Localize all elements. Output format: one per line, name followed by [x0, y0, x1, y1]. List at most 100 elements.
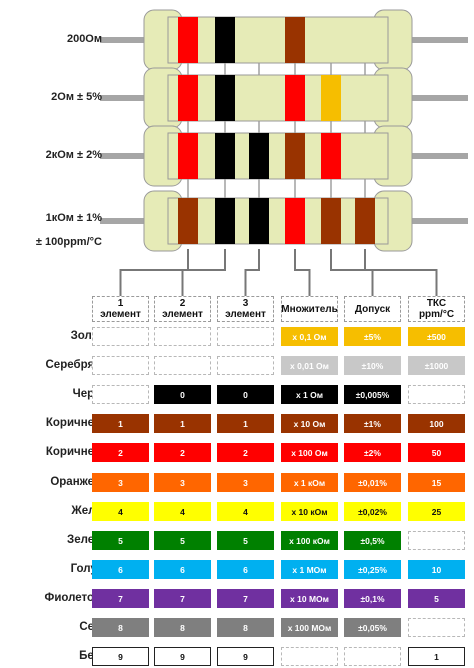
color-swatch-yellow: 4 — [154, 502, 211, 521]
band-red — [178, 17, 198, 63]
column-header-line: Допуск — [354, 303, 391, 315]
color-swatch-gray: 8 — [154, 618, 211, 637]
column-header-line: элемент — [225, 309, 266, 320]
color-swatch-violet: 5 — [408, 589, 465, 608]
band-brown — [355, 198, 375, 244]
connector-line-6 — [364, 249, 438, 296]
column-header-line: ppm/°C — [418, 309, 455, 320]
column-header-line: 1 — [117, 298, 124, 309]
color-swatch-black: 0 — [154, 385, 211, 404]
band-red — [285, 198, 305, 244]
color-swatch-silver: ±1000 — [408, 356, 465, 375]
color-swatch-red: 2 — [217, 443, 274, 462]
lead-left — [100, 153, 152, 159]
color-swatch-green: 5 — [217, 531, 274, 550]
color-swatch-green: 5 — [92, 531, 149, 550]
column-header-1: 1 элемент — [92, 296, 149, 322]
resistor-body — [167, 74, 389, 122]
color-swatch-red: ±2% — [344, 443, 401, 462]
color-swatch-silver: x 0,01 Ом — [281, 356, 338, 375]
color-swatch-orange: 15 — [408, 473, 465, 492]
color-swatch-red: 2 — [154, 443, 211, 462]
color-swatch-green: x 100 кОм — [281, 531, 338, 550]
lead-left — [100, 95, 152, 101]
color-swatch-brown: ±1% — [344, 414, 401, 433]
connector-line-4 — [294, 249, 311, 296]
color-swatch-blue: 6 — [154, 560, 211, 579]
empty-cell — [408, 531, 465, 550]
band-black — [249, 133, 269, 179]
color-swatch-yellow: 4 — [217, 502, 274, 521]
color-swatch-gray: x 100 МОм — [281, 618, 338, 637]
color-swatch-blue: 6 — [92, 560, 149, 579]
color-swatch-brown: 1 — [217, 414, 274, 433]
color-swatch-yellow: x 10 кОм — [281, 502, 338, 521]
resistor-label-1: 200Ом — [0, 32, 102, 46]
empty-cell — [408, 385, 465, 404]
color-swatch-white: 9 — [217, 647, 274, 666]
color-swatch-violet: x 10 МОм — [281, 589, 338, 608]
resistor-label-line: 2Ом ± 5% — [51, 91, 102, 103]
color-swatch-white: 9 — [92, 647, 149, 666]
color-swatch-violet: 7 — [92, 589, 149, 608]
color-swatch-blue: ±0,25% — [344, 560, 401, 579]
band-red — [285, 75, 305, 121]
column-header-4: Множитель — [281, 296, 338, 322]
connector-line-3 — [244, 249, 260, 296]
color-swatch-orange: 3 — [154, 473, 211, 492]
empty-cell — [154, 356, 211, 375]
empty-cell — [217, 327, 274, 346]
resistor-label-line: ± 100ppm/°C — [35, 236, 102, 248]
resistor-body — [167, 132, 389, 180]
empty-cell — [344, 647, 401, 666]
band-brown — [178, 198, 198, 244]
column-header-line: 3 — [242, 298, 249, 309]
band-black — [215, 75, 235, 121]
band-red — [321, 133, 341, 179]
color-swatch-yellow: 4 — [92, 502, 149, 521]
color-swatch-blue: x 1 МОм — [281, 560, 338, 579]
color-swatch-violet: 7 — [154, 589, 211, 608]
lead-left — [100, 37, 152, 43]
resistor-label-line: 200Ом — [66, 33, 102, 45]
color-swatch-green: 5 — [154, 531, 211, 550]
color-swatch-silver: ±10% — [344, 356, 401, 375]
band-black — [215, 133, 235, 179]
color-swatch-orange: 3 — [217, 473, 274, 492]
connector-line-1 — [119, 249, 189, 296]
empty-cell — [154, 327, 211, 346]
color-swatch-black: x 1 Ом — [281, 385, 338, 404]
color-swatch-blue: 6 — [217, 560, 274, 579]
resistor-body — [167, 197, 389, 245]
color-swatch-black: ±0,005% — [344, 385, 401, 404]
color-swatch-violet: ±0,1% — [344, 589, 401, 608]
resistor-diagram — [100, 9, 468, 296]
column-header-5: Допуск — [344, 296, 401, 322]
color-swatch-red: x 100 Ом — [281, 443, 338, 462]
color-swatch-gray: 8 — [92, 618, 149, 637]
color-swatch-green: ±0,5% — [344, 531, 401, 550]
connector-line-2 — [181, 249, 226, 296]
lead-left — [100, 218, 152, 224]
band-black — [215, 17, 235, 63]
resistor-label-3: 2кОм ± 2% — [0, 148, 102, 162]
color-swatch-gray: ±0,05% — [344, 618, 401, 637]
color-swatch-violet: 7 — [217, 589, 274, 608]
color-swatch-brown: 1 — [154, 414, 211, 433]
color-swatch-gold: x 0,1 Ом — [281, 327, 338, 346]
color-swatch-brown: 1 — [92, 414, 149, 433]
color-swatch-orange: ±0,01% — [344, 473, 401, 492]
resistor-label-line: 2кОм ± 2% — [45, 149, 102, 161]
resistor-label-line: 1кОм ± 1% — [45, 212, 102, 224]
color-swatch-orange: x 1 кОм — [281, 473, 338, 492]
band-brown — [285, 17, 305, 63]
color-swatch-yellow: 25 — [408, 502, 465, 521]
column-header-6: ТКС ppm/°C — [408, 296, 465, 322]
lead-right — [408, 153, 468, 159]
column-header-line: элемент — [100, 309, 141, 320]
color-swatch-white: 1 — [408, 647, 465, 666]
band-black — [215, 198, 235, 244]
column-header-line: Множитель — [281, 303, 338, 315]
color-swatch-white: 9 — [154, 647, 211, 666]
band-red — [178, 75, 198, 121]
